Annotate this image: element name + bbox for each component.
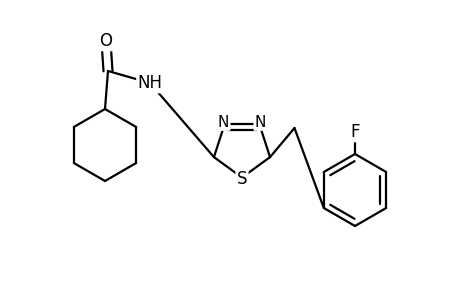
Text: O: O [99, 32, 112, 50]
Text: N: N [218, 115, 229, 130]
Text: N: N [254, 115, 265, 130]
Text: NH: NH [137, 74, 162, 92]
Text: S: S [236, 169, 247, 188]
Text: F: F [349, 123, 359, 141]
